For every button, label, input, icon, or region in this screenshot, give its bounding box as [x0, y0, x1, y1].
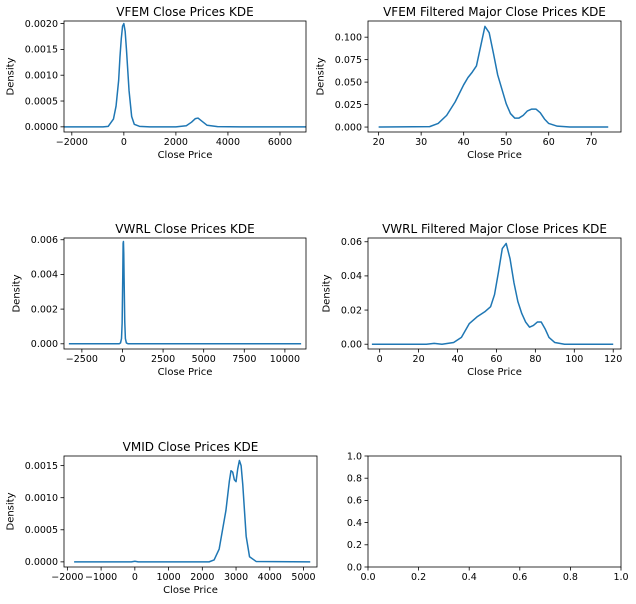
x-tick-label: 3000	[224, 572, 248, 583]
y-axis-label: Density	[12, 274, 23, 312]
y-tick-label: 0.2	[347, 540, 362, 551]
x-tick-label: 1.0	[613, 572, 628, 583]
y-axis-label: Density	[316, 57, 327, 95]
x-tick-label: 120	[604, 354, 622, 365]
subplot-title: VMID Close Prices KDE	[123, 440, 259, 454]
axes-frame	[63, 237, 307, 350]
x-tick-label: 4000	[216, 137, 240, 148]
y-tick-label: 0.0	[347, 562, 362, 573]
y-tick-label: 0.0010	[25, 493, 58, 504]
x-tick-label: 0	[121, 137, 127, 148]
subplot-title: VFEM Close Prices KDE	[116, 5, 253, 19]
y-tick-label: 0.025	[335, 100, 362, 111]
x-tick-label: 2000	[164, 137, 188, 148]
x-tick-label: −2000	[56, 137, 88, 148]
subplot-title: VWRL Filtered Major Close Prices KDE	[382, 222, 607, 236]
y-tick-label: 0.0020	[25, 19, 58, 30]
axes-frame	[367, 237, 622, 350]
y-axis-label: Density	[5, 57, 16, 95]
y-tick-label: 0.000	[31, 339, 58, 350]
y-tick-label: 0.0015	[25, 45, 58, 56]
subplot-title: VFEM Filtered Major Close Prices KDE	[383, 5, 606, 19]
x-tick-label: 0	[132, 572, 138, 583]
y-tick-label: 0.100	[335, 32, 362, 43]
y-tick-label: 0.0000	[25, 557, 58, 568]
y-tick-label: 0.0005	[25, 525, 58, 536]
subplot-3: −2500 0 2500 5000 7500 10000 0.000 0.002 0.004 0.…	[12, 222, 307, 378]
x-tick-label: 50	[500, 137, 512, 148]
y-tick-label: 0.0010	[25, 71, 58, 82]
x-tick-label: 0.2	[411, 572, 426, 583]
x-tick-label: 20	[413, 354, 425, 365]
x-tick-label: 30	[415, 137, 427, 148]
x-tick-label: −2000	[51, 572, 83, 583]
axes-frame	[63, 455, 318, 568]
y-tick-label: 0.004	[31, 270, 58, 281]
y-tick-label: 0.6	[347, 496, 362, 507]
y-tick-label: 0.075	[335, 55, 362, 66]
x-tick-label: 40	[451, 354, 463, 365]
x-tick-label: 100	[565, 354, 583, 365]
subplot-2: 20 30 40 50 60 70 0.000 0.025 0.050 0.075 0.100 VFE…	[316, 5, 622, 161]
y-tick-label: 1.0	[347, 451, 362, 462]
y-tick-label: 0.02	[341, 305, 362, 316]
x-tick-label: 60	[543, 137, 555, 148]
x-axis-label: Close Price	[158, 367, 213, 378]
x-tick-label: 60	[490, 354, 502, 365]
x-tick-label: 5000	[192, 354, 216, 365]
y-tick-label: 0.006	[31, 235, 58, 246]
y-axis-label: Density	[5, 492, 16, 530]
kde-line-3-1	[68, 240, 302, 345]
x-tick-label: 40	[458, 137, 470, 148]
y-tick-label: 0.050	[335, 77, 362, 88]
x-axis-label: Close Price	[467, 367, 522, 378]
y-tick-label: 0.06	[341, 237, 362, 248]
axes-frame	[367, 20, 622, 133]
x-tick-label: −2500	[66, 354, 98, 365]
x-tick-label: 2000	[190, 572, 214, 583]
x-tick-label: 4000	[258, 572, 282, 583]
subplot-5: −2000 −1000 0 1000 2000 3000 4000 5000 0.0000 0.0…	[5, 440, 318, 596]
x-tick-label: 70	[585, 137, 597, 148]
x-axis-label: Close Price	[163, 585, 218, 596]
y-tick-label: 0.000	[335, 122, 362, 133]
x-tick-label: 1000	[156, 572, 180, 583]
y-tick-label: 0.4	[347, 518, 362, 529]
x-tick-label: 0.6	[512, 572, 527, 583]
y-tick-label: 0.8	[347, 474, 362, 485]
x-tick-label: 0.0	[360, 572, 375, 583]
kde-line-5-1	[74, 459, 311, 563]
x-axis-label: Close Price	[158, 150, 213, 161]
axes-frame	[367, 455, 622, 568]
x-tick-label: 7500	[232, 354, 256, 365]
x-tick-label: 0.8	[563, 572, 578, 583]
x-tick-label: 6000	[268, 137, 292, 148]
y-tick-label: 0.002	[31, 304, 58, 315]
x-axis-label: Close Price	[467, 150, 522, 161]
x-tick-label: 10000	[270, 354, 300, 365]
kde-line-2-1	[378, 25, 609, 128]
subplot-1: −2000 0 2000 4000 6000 0.0000 0.0005 0.0010 0.00…	[5, 5, 307, 161]
x-tick-label: 0.4	[462, 572, 477, 583]
x-tick-label: −1000	[85, 572, 117, 583]
y-tick-label: 0.0000	[25, 122, 58, 133]
subplot-6: 0.0 0.2 0.4 0.6 0.8 1.0 0.0 0.2 0.4 0.6 0.8 1.0	[347, 451, 629, 583]
subplot-title: VWRL Close Prices KDE	[115, 222, 254, 236]
y-tick-label: 0.04	[341, 271, 362, 282]
x-tick-label: 80	[529, 354, 541, 365]
y-tick-label: 0.00	[341, 340, 362, 351]
x-tick-label: 0	[377, 354, 383, 365]
y-tick-label: 0.0005	[25, 96, 58, 107]
x-tick-label: 2500	[151, 354, 175, 365]
axes-frame	[63, 20, 307, 133]
kde-line-4-1	[371, 242, 614, 345]
kde-line-1-1	[64, 22, 306, 128]
x-tick-label: 5000	[291, 572, 315, 583]
y-axis-label: Density	[322, 274, 333, 312]
x-tick-label: 0	[119, 354, 125, 365]
y-tick-label: 0.0015	[25, 461, 58, 472]
x-tick-label: 20	[373, 137, 385, 148]
subplot-4: 0 20 40 60 80 100 120 0.00 0.02 0.04 0.06 VWRL Filt…	[322, 222, 623, 378]
